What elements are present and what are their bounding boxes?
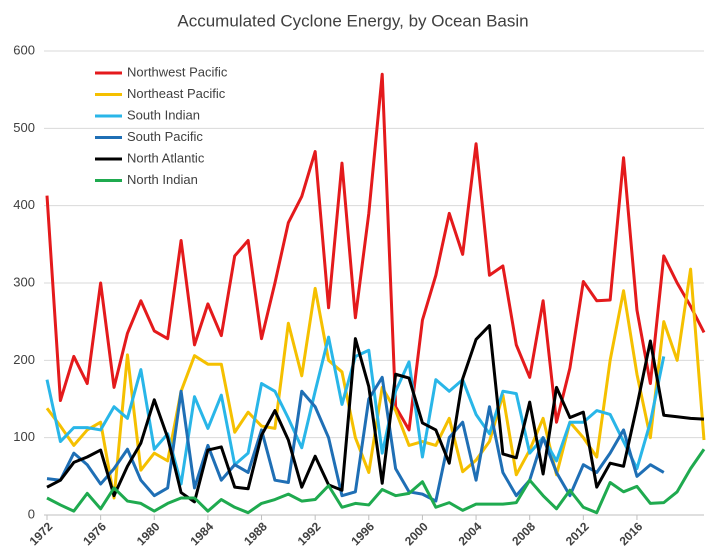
legend-label: North Atlantic (127, 150, 205, 165)
x-tick-label: 2008 (509, 519, 538, 548)
y-tick-label: 0 (28, 506, 35, 521)
chart-title: Accumulated Cyclone Energy, by Ocean Bas… (177, 11, 528, 30)
x-tick-label: 2012 (563, 519, 592, 548)
y-tick-label: 100 (13, 429, 35, 444)
series-line (46, 324, 705, 504)
series-line (46, 448, 706, 515)
x-tick-label: 1992 (295, 519, 324, 548)
legend-label: North Indian (127, 172, 198, 187)
x-tick-label: 1980 (134, 519, 163, 548)
x-tick-label: 1976 (80, 519, 109, 548)
y-tick-label: 400 (13, 197, 35, 212)
y-tick-label: 500 (13, 120, 35, 135)
series-line (45, 335, 666, 486)
y-tick-label: 200 (13, 352, 35, 367)
legend-label: Northwest Pacific (127, 64, 228, 79)
x-tick-label: 1972 (27, 519, 56, 548)
legend-label: South Indian (127, 107, 200, 122)
x-tick-label: 2004 (456, 519, 485, 548)
x-tick-label: 2016 (617, 519, 646, 548)
x-tick-label: 1996 (348, 519, 377, 548)
series-line (46, 375, 665, 503)
legend-label: Northeast Pacific (127, 86, 226, 101)
x-tick-label: 1988 (241, 519, 270, 548)
x-tick-label: 1984 (187, 519, 216, 548)
y-tick-label: 600 (13, 42, 35, 57)
series-line (45, 72, 706, 432)
legend-label: South Pacific (127, 129, 203, 144)
y-tick-label: 300 (13, 274, 35, 289)
x-tick-label: 2000 (402, 519, 431, 548)
series-line (45, 267, 706, 500)
